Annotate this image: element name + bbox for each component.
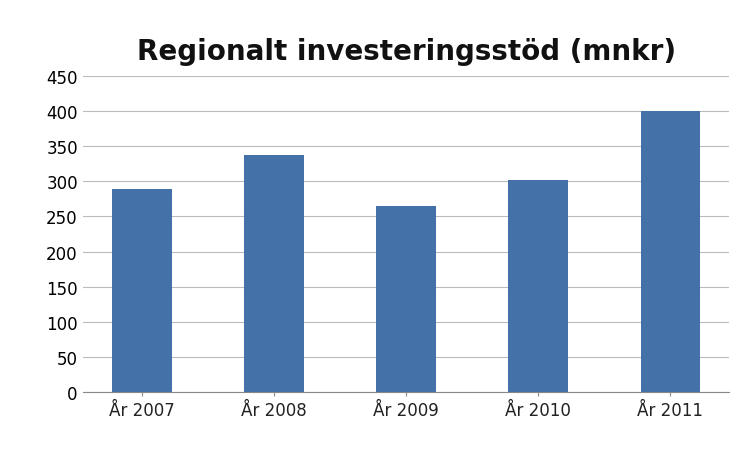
Bar: [508, 180, 568, 392]
Bar: [376, 207, 436, 392]
Title: Regionalt investeringsstöd (mnkr): Regionalt investeringsstöd (mnkr): [137, 38, 675, 66]
Bar: [112, 189, 171, 392]
Bar: [244, 156, 304, 392]
Bar: [641, 112, 700, 392]
